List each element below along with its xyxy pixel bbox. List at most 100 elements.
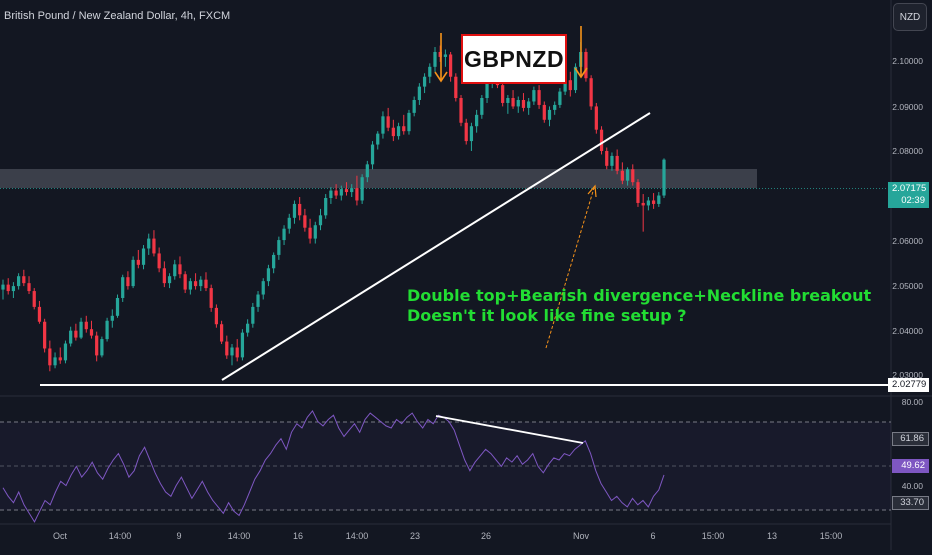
candle xyxy=(147,238,151,249)
candle xyxy=(131,259,135,287)
time-label: Nov xyxy=(572,531,590,541)
candle xyxy=(615,155,619,171)
candle xyxy=(266,268,271,282)
arrow-top-1[interactable] xyxy=(434,33,448,83)
candle xyxy=(339,189,343,196)
candle xyxy=(204,279,208,289)
candle xyxy=(225,341,229,356)
candle xyxy=(568,80,572,91)
candle xyxy=(199,279,203,287)
candle xyxy=(506,98,510,103)
candle xyxy=(173,264,177,277)
current-price-value: 2.07175 xyxy=(892,183,927,194)
candle xyxy=(563,80,567,92)
candle xyxy=(313,225,317,239)
bar-countdown: 02:39 xyxy=(901,195,925,206)
price-label: 2.08000 xyxy=(892,146,923,156)
candle xyxy=(662,159,666,196)
rsi-line xyxy=(2,409,665,523)
candle xyxy=(240,332,245,358)
candle xyxy=(334,190,338,196)
candle xyxy=(620,170,624,181)
candle xyxy=(485,81,489,99)
rsi-divergence-line[interactable] xyxy=(435,415,584,444)
candle xyxy=(115,297,120,316)
candle xyxy=(396,126,401,137)
candle xyxy=(121,277,125,298)
chart-title: British Pound / New Zealand Dollar, 4h, … xyxy=(4,10,231,22)
candle xyxy=(355,188,359,201)
trendline[interactable] xyxy=(221,112,651,381)
candle xyxy=(448,54,453,77)
candle xyxy=(303,215,307,228)
time-label: 9 xyxy=(176,531,182,541)
candle xyxy=(162,268,166,284)
candle xyxy=(17,276,21,287)
candle xyxy=(344,189,349,193)
currency-button[interactable]: NZD xyxy=(893,3,927,31)
candle xyxy=(433,51,437,67)
candle xyxy=(402,126,406,132)
time-label: 26 xyxy=(480,531,492,541)
candle xyxy=(610,155,614,166)
arrow-retest[interactable] xyxy=(545,184,597,349)
candle xyxy=(308,227,312,239)
time-label: 14:00 xyxy=(345,531,369,541)
candle xyxy=(464,122,468,142)
candle xyxy=(516,99,520,107)
candle xyxy=(657,195,661,204)
candle xyxy=(365,164,369,178)
resistance-zone[interactable] xyxy=(0,169,757,188)
candle xyxy=(246,323,250,333)
price-label: 2.05000 xyxy=(892,281,923,291)
candle xyxy=(6,284,10,292)
rsi-badge: 61.86 xyxy=(892,432,929,446)
candle xyxy=(58,357,62,361)
candle xyxy=(79,321,83,338)
candle xyxy=(589,78,593,107)
time-label: 14:00 xyxy=(227,531,251,541)
candle xyxy=(37,306,42,322)
candle xyxy=(625,169,630,181)
rsi-current-badge: 49.62 xyxy=(892,459,929,473)
candle xyxy=(407,112,411,132)
price-label: 2.04000 xyxy=(892,326,923,336)
current-price-badge: 2.07175 02:39 xyxy=(888,182,929,208)
candle xyxy=(438,51,442,57)
candle xyxy=(43,321,47,349)
candle xyxy=(282,228,286,241)
candle xyxy=(141,248,146,265)
candle xyxy=(391,127,395,137)
candle xyxy=(74,330,78,338)
symbol-label-box[interactable]: GBPNZD xyxy=(461,34,567,84)
candlestick-series xyxy=(1,42,666,372)
candle xyxy=(287,217,291,229)
candle xyxy=(261,281,265,295)
candle xyxy=(594,106,598,130)
symbol-label: GBPNZD xyxy=(463,45,565,72)
candle xyxy=(298,203,302,216)
candle xyxy=(558,91,562,105)
candle xyxy=(84,321,88,330)
candle xyxy=(386,116,390,128)
arrow-top-2[interactable] xyxy=(574,26,588,79)
rsi-label: 40.00 xyxy=(901,481,923,491)
candle xyxy=(105,320,109,340)
rsi-badge: 33.70 xyxy=(892,496,929,510)
time-label: 14:00 xyxy=(108,531,132,541)
candle xyxy=(89,329,94,336)
candle xyxy=(22,276,26,284)
candle xyxy=(126,277,130,287)
candle xyxy=(318,215,323,226)
candle xyxy=(443,54,448,57)
candle xyxy=(584,51,588,79)
time-label: 6 xyxy=(650,531,656,541)
candle xyxy=(219,324,224,342)
candle xyxy=(167,276,172,284)
candle xyxy=(527,101,531,108)
candle xyxy=(412,99,416,113)
candle xyxy=(360,177,364,201)
candle xyxy=(370,144,375,165)
candle xyxy=(251,306,255,324)
